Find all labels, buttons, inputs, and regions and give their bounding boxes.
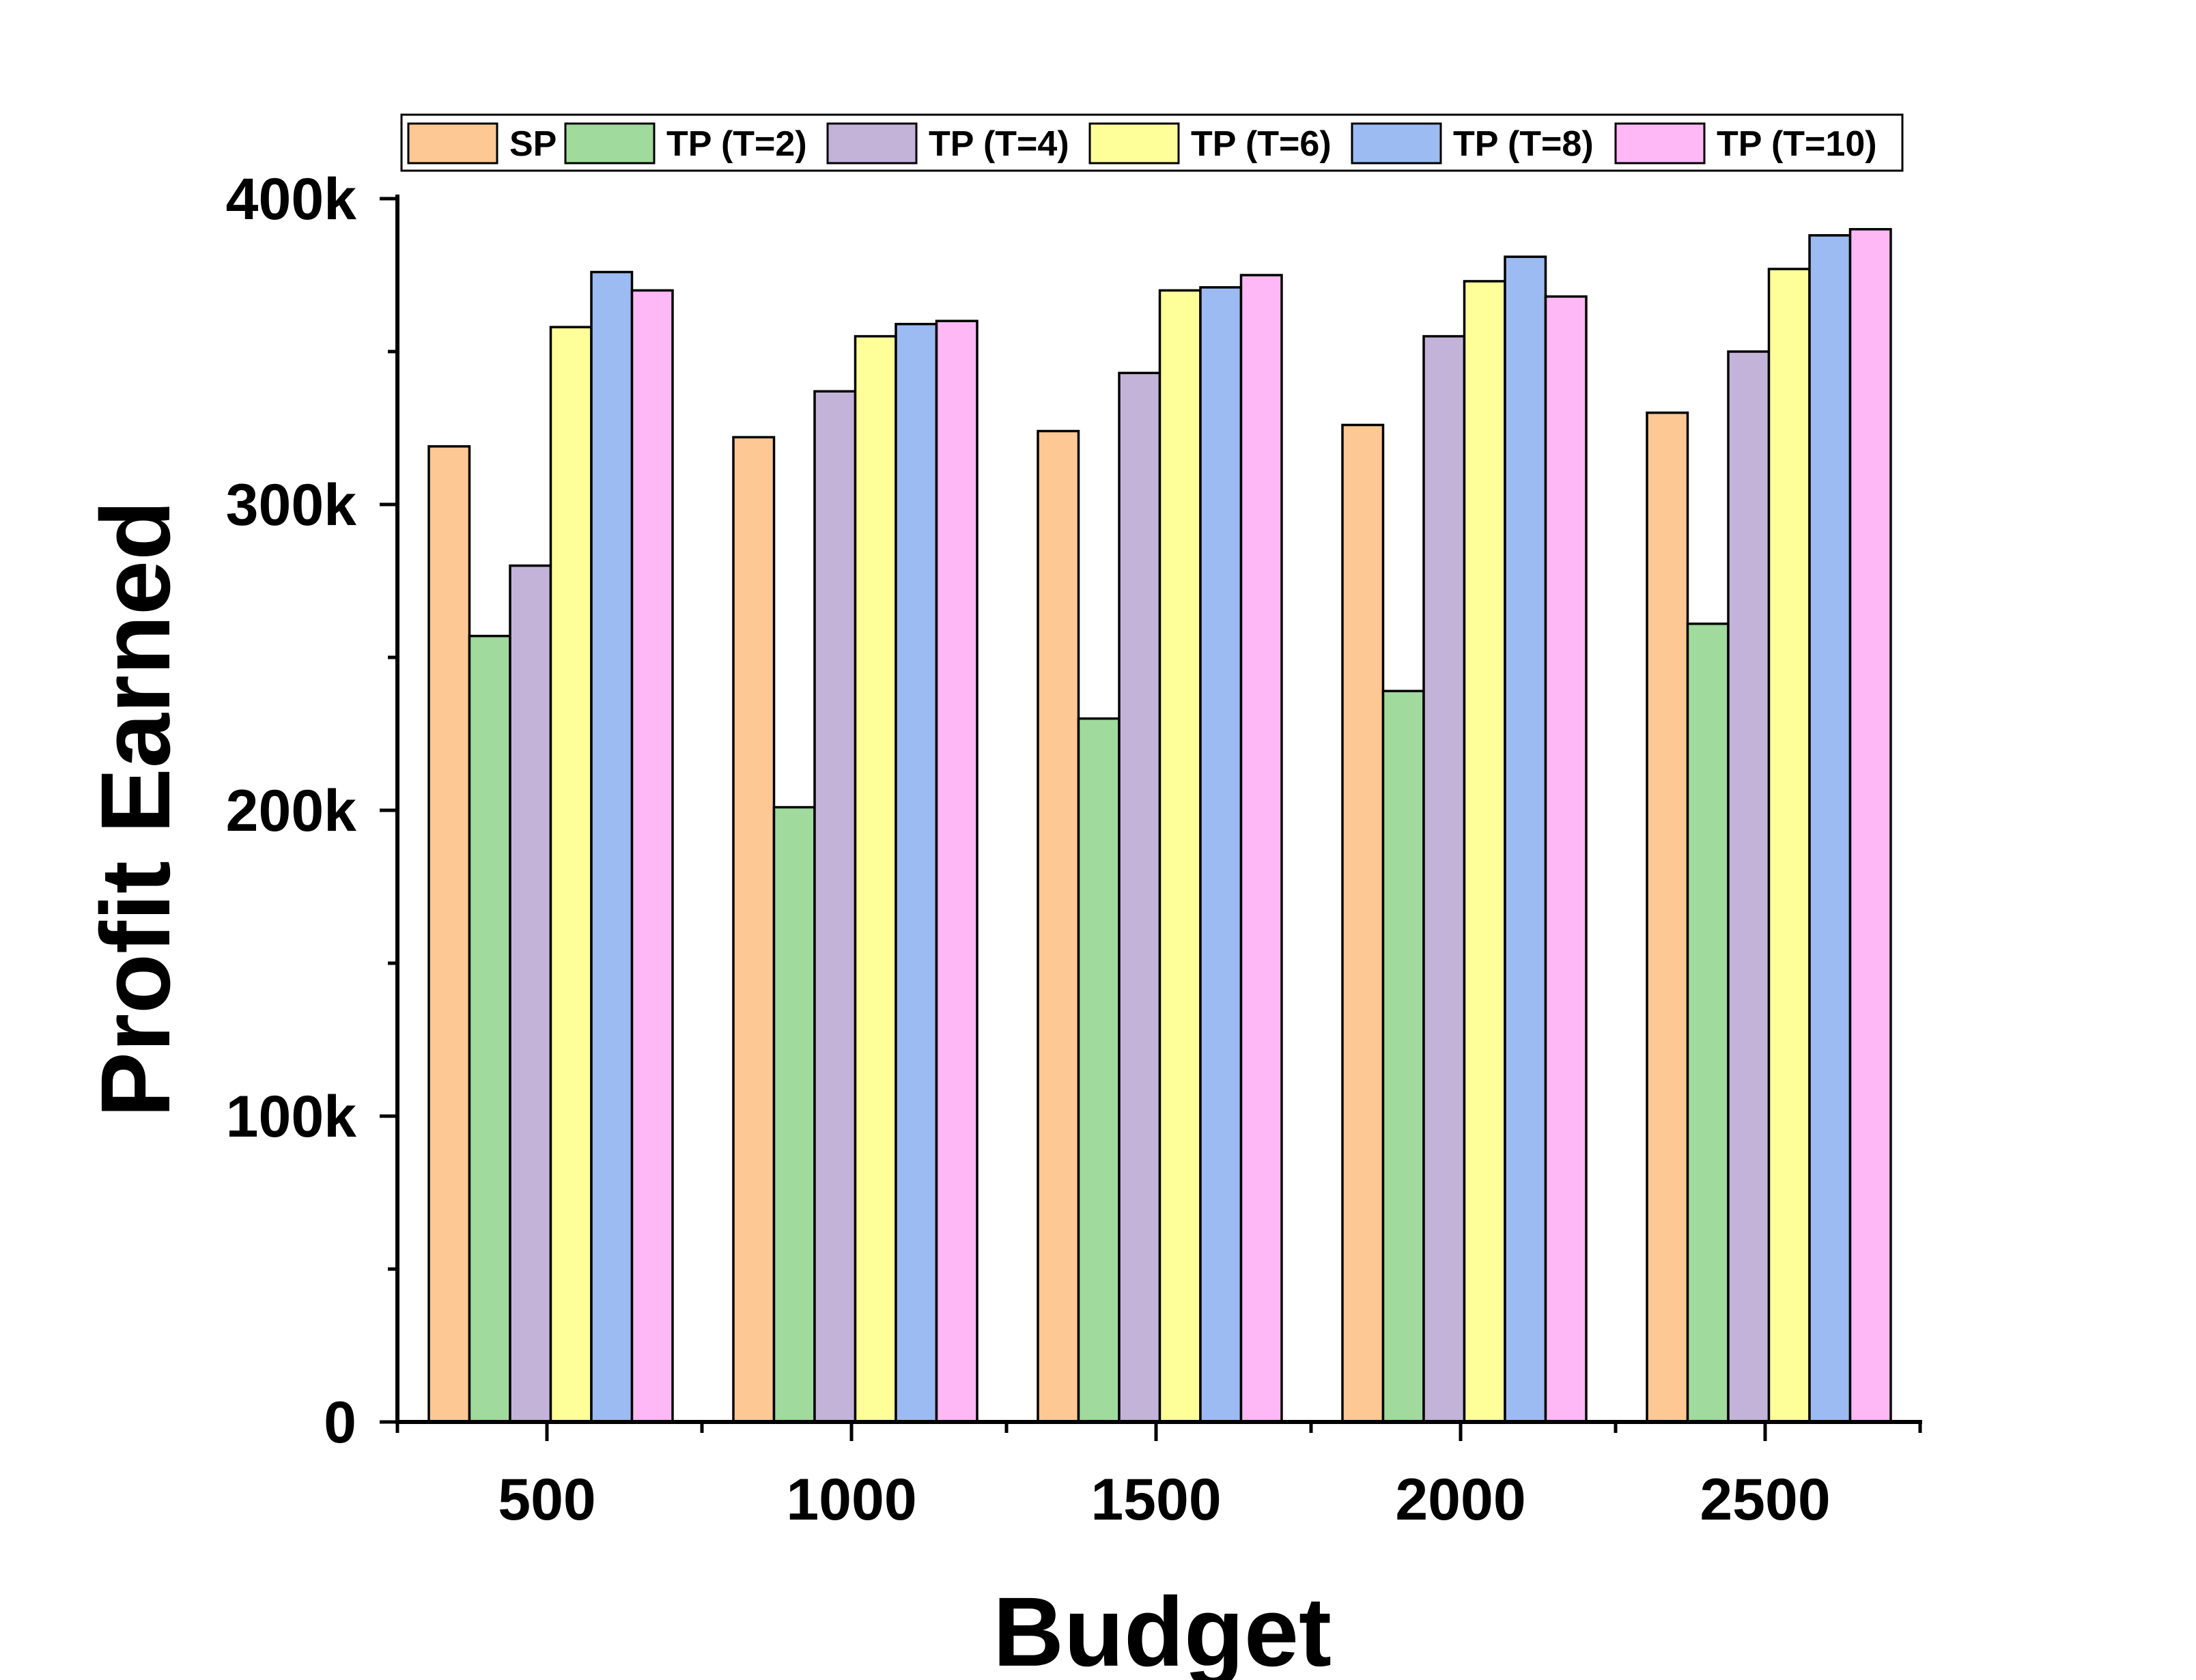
bar-sp-1500	[1037, 429, 1080, 1423]
legend-swatch	[826, 122, 918, 165]
bar-tp-t-8-500	[590, 270, 634, 1423]
legend-swatch	[407, 122, 498, 165]
bar-tp-t-2-1000	[772, 806, 816, 1423]
x-tick-label: 1000	[786, 1467, 916, 1533]
bar-tp-t-10-2500	[1848, 228, 1892, 1423]
legend-swatch	[564, 122, 656, 165]
legend-label: TP (T=10)	[1717, 124, 1877, 164]
bar-tp-t-6-2500	[1767, 268, 1811, 1423]
bar-tp-t-6-2000	[1463, 280, 1506, 1423]
bar-tp-t-2-2000	[1381, 689, 1425, 1423]
bar-tp-t-8-2000	[1504, 255, 1547, 1423]
bar-tp-t-10-500	[630, 289, 674, 1423]
bar-sp-2000	[1341, 423, 1385, 1423]
legend-label: TP (T=2)	[666, 124, 807, 164]
bar-sp-2500	[1646, 411, 1689, 1423]
y-tick-label: 100k	[226, 1084, 356, 1150]
legend-swatch	[1351, 122, 1442, 165]
bar-sp-500	[427, 445, 471, 1423]
bar-tp-t-6-500	[549, 326, 593, 1423]
x-tick-label: 1500	[1090, 1467, 1221, 1533]
bar-tp-t-2-500	[468, 634, 511, 1423]
bar-tp-t-6-1000	[854, 334, 897, 1423]
bars-group	[427, 228, 1892, 1423]
bar-tp-t-10-1000	[935, 319, 979, 1423]
legend-label: SP	[509, 124, 557, 164]
legend-label: TP (T=8)	[1453, 124, 1594, 164]
x-tick-label: 2500	[1700, 1467, 1830, 1533]
bar-tp-t-10-2000	[1544, 295, 1588, 1423]
bar-tp-t-10-1500	[1239, 274, 1283, 1423]
bar-tp-t-4-2500	[1727, 350, 1771, 1423]
bar-tp-t-6-1500	[1158, 289, 1202, 1423]
bar-tp-t-8-2500	[1808, 234, 1852, 1423]
legend-label: TP (T=6)	[1191, 124, 1332, 164]
x-tick-label: 500	[498, 1467, 596, 1533]
bar-tp-t-8-1000	[895, 322, 938, 1423]
legend-swatch	[1614, 122, 1706, 165]
y-tick-label: 0	[324, 1390, 356, 1455]
legend: SP TP (T=2) TP (T=4) TP (T=6) TP (T=8) TP (T=…	[400, 113, 1904, 172]
x-axis-title: Budget	[993, 1577, 1332, 1680]
legend-label: TP (T=4)	[929, 124, 1069, 164]
bar-tp-t-2-1500	[1077, 717, 1121, 1423]
y-tick-label: 400k	[226, 167, 356, 232]
bar-tp-t-2-2500	[1686, 622, 1730, 1423]
bar-tp-t-4-1000	[813, 390, 857, 1423]
x-tick-label: 2000	[1395, 1467, 1525, 1533]
legend-swatch	[1088, 122, 1180, 165]
y-tick-label: 200k	[226, 778, 356, 844]
bar-tp-t-4-500	[509, 564, 552, 1423]
axes-group: 0 100k 200k 300k 400k 500 1000 1500 2000 2500	[226, 167, 1922, 1533]
y-axis-title: Profit Earned	[81, 500, 191, 1117]
bar-tp-t-8-1500	[1199, 286, 1243, 1423]
bar-tp-t-4-2000	[1422, 334, 1466, 1423]
y-tick-label: 300k	[226, 472, 356, 538]
bar-sp-1000	[732, 436, 776, 1423]
bar-tp-t-4-1500	[1118, 371, 1162, 1423]
